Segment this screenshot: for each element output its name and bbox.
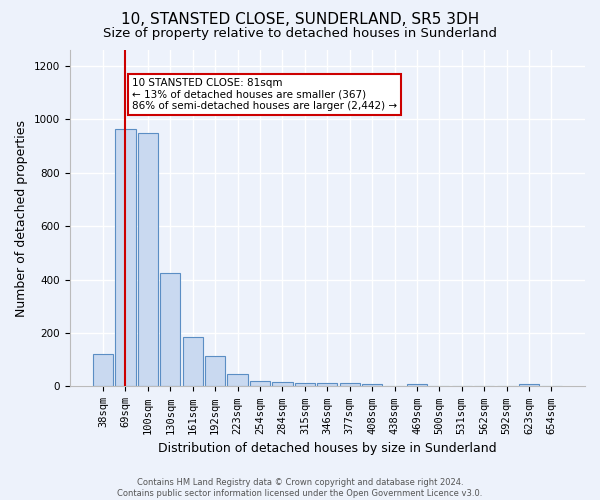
Bar	[519, 384, 539, 386]
Bar	[250, 381, 270, 386]
Bar	[138, 133, 158, 386]
Bar	[93, 354, 113, 386]
Bar	[182, 337, 203, 386]
Bar	[317, 383, 337, 386]
X-axis label: Distribution of detached houses by size in Sunderland: Distribution of detached houses by size …	[158, 442, 497, 455]
Text: Contains HM Land Registry data © Crown copyright and database right 2024.
Contai: Contains HM Land Registry data © Crown c…	[118, 478, 482, 498]
Bar	[160, 273, 181, 386]
Bar	[205, 356, 225, 386]
Text: 10, STANSTED CLOSE, SUNDERLAND, SR5 3DH: 10, STANSTED CLOSE, SUNDERLAND, SR5 3DH	[121, 12, 479, 28]
Bar	[115, 129, 136, 386]
Bar	[227, 374, 248, 386]
Bar	[362, 384, 382, 386]
Text: 10 STANSTED CLOSE: 81sqm
← 13% of detached houses are smaller (367)
86% of semi-: 10 STANSTED CLOSE: 81sqm ← 13% of detach…	[132, 78, 397, 111]
Text: Size of property relative to detached houses in Sunderland: Size of property relative to detached ho…	[103, 28, 497, 40]
Bar	[272, 382, 293, 386]
Bar	[340, 383, 360, 386]
Y-axis label: Number of detached properties: Number of detached properties	[15, 120, 28, 316]
Bar	[407, 384, 427, 386]
Bar	[295, 383, 315, 386]
